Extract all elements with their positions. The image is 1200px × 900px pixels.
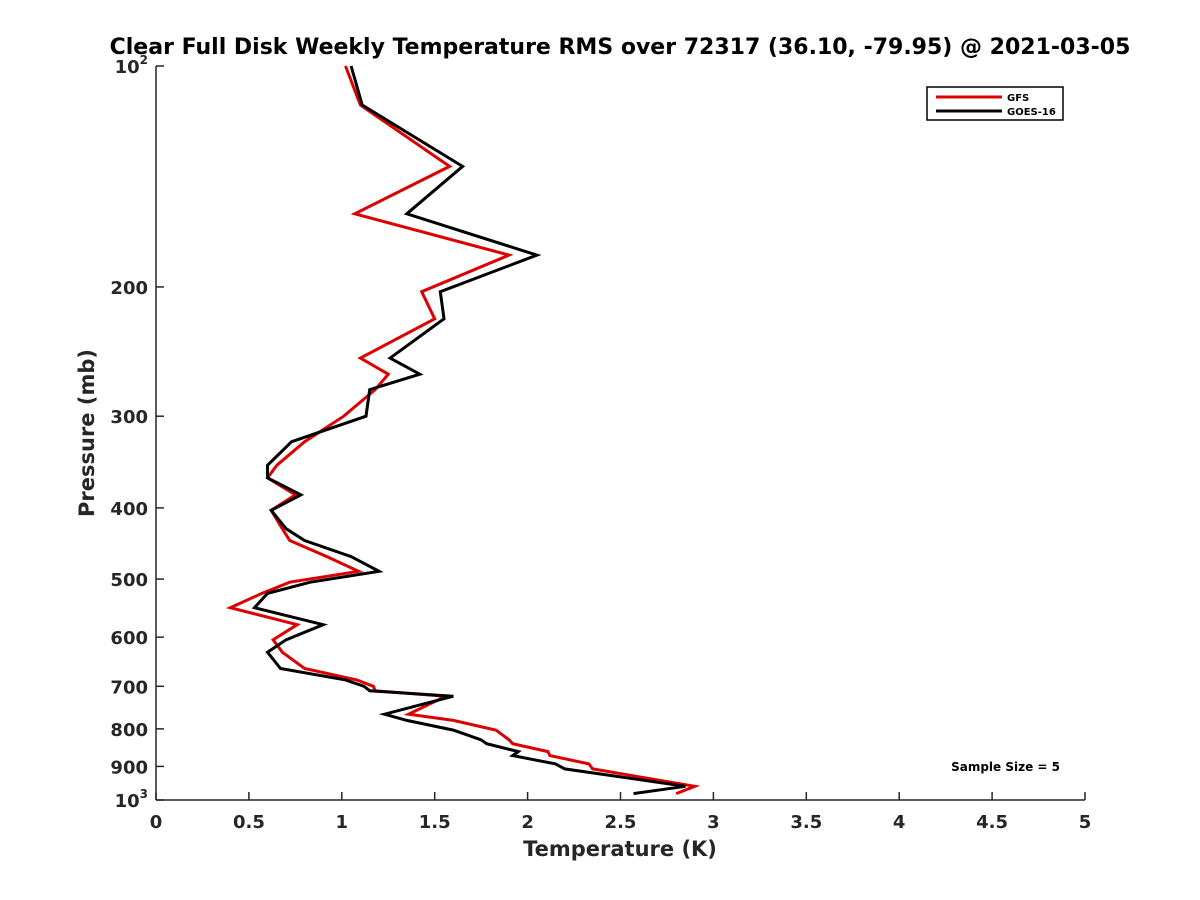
- y-tick-base: 10: [115, 791, 140, 812]
- y-tick-label: 102: [115, 53, 148, 78]
- y-tick-label: 200: [110, 278, 148, 299]
- y-tick-label: 900: [110, 757, 148, 778]
- series-line-goes-16: [251, 65, 686, 796]
- x-tick-label: 2: [521, 812, 534, 833]
- y-tick-label: 800: [110, 720, 148, 741]
- series-layer: [225, 65, 701, 796]
- x-tick-label: 4: [893, 812, 906, 833]
- y-tick-label: 500: [110, 570, 148, 591]
- y-tick-exponent: 2: [140, 53, 148, 67]
- x-ticks: 0 0.5 1 1.5 2 2.5 3 3.5 4 4.5 5: [150, 792, 1092, 833]
- y-tick-label: 400: [110, 499, 148, 520]
- axes: [155, 66, 1085, 801]
- legend-label: GOES-16: [1007, 107, 1056, 118]
- y-tick-base: 10: [115, 57, 140, 78]
- series-line-gfs: [225, 65, 701, 795]
- x-tick-label: 5: [1079, 812, 1092, 833]
- x-tick-label: 4.5: [976, 812, 1008, 833]
- x-tick-label: 1.5: [419, 812, 451, 833]
- y-tick-label: 700: [110, 677, 148, 698]
- sample-size-annotation: Sample Size = 5: [951, 760, 1060, 774]
- x-tick-label: 0: [150, 812, 163, 833]
- legend: GFS GOES-16: [926, 86, 1064, 121]
- y-axis-label: Pressure (mb): [75, 349, 99, 517]
- legend-label: GFS: [1007, 93, 1029, 104]
- x-tick-label: 0.5: [233, 812, 265, 833]
- legend-box: [926, 86, 1064, 121]
- x-tick-label: 2.5: [605, 812, 637, 833]
- y-tick-label: 103: [115, 787, 148, 812]
- y-tick-label: 600: [110, 628, 148, 649]
- y-tick-label: 300: [110, 407, 148, 428]
- x-tick-label: 1: [336, 812, 349, 833]
- x-tick-label: 3.5: [790, 812, 822, 833]
- chart-title: Clear Full Disk Weekly Temperature RMS o…: [110, 35, 1131, 60]
- y-tick-exponent: 3: [140, 787, 148, 801]
- x-tick-label: 3: [707, 812, 720, 833]
- x-axis-label: Temperature (K): [523, 837, 717, 861]
